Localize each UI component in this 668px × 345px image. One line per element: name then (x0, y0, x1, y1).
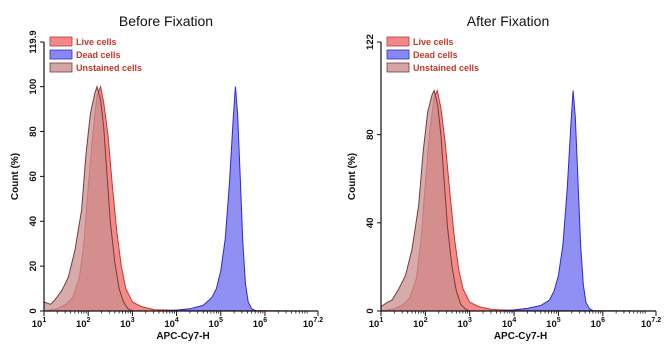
legend-swatch (387, 37, 409, 46)
x-tick-label: 104 (164, 317, 179, 330)
y-axis-label: Count (%) (10, 153, 21, 200)
x-tick-label: 105 (209, 317, 224, 330)
x-tick-label: 103 (120, 317, 135, 330)
x-axis-label: APC-Cy7-H (494, 331, 547, 342)
y-tick-label: 60 (28, 171, 39, 182)
legend-swatch (387, 63, 409, 72)
y-axis-label: Count (%) (347, 153, 358, 200)
x-tick-label: 101 (369, 317, 384, 330)
y-tick-label: 0 (365, 308, 376, 313)
x-tick-label: 107.2 (303, 317, 323, 330)
x-axis-label: APC-Cy7-H (156, 331, 209, 342)
legend-label: Dead cells (76, 50, 121, 60)
y-tick-label: 40 (28, 216, 39, 227)
legend-swatch (50, 50, 72, 59)
x-tick-label: 103 (457, 317, 472, 330)
x-tick-label: 102 (413, 317, 428, 330)
legend-swatch (387, 50, 409, 59)
x-tick-label: 105 (546, 317, 561, 330)
legend-label: Unstained cells (413, 63, 479, 73)
y-tick-label: 20 (28, 261, 39, 272)
y-tick-label: 40 (365, 218, 376, 229)
y-tick-label: 100 (28, 79, 39, 95)
y-tick-label: 80 (28, 126, 39, 137)
x-tick-label: 102 (76, 317, 91, 330)
x-tick-label: 101 (32, 317, 47, 330)
y-tick-label: 0 (28, 308, 39, 313)
legend-label: Unstained cells (76, 63, 142, 73)
x-tick-label: 106 (253, 317, 268, 330)
series-area-unstained-cells (381, 91, 656, 312)
chart-panel-2: After Fixation 0 40 80 122 101 102 103 104 105 106… (347, 13, 661, 342)
y-tick-label: 119.9 (28, 30, 39, 53)
series-area-unstained-cells (44, 87, 318, 311)
x-tick-label: 104 (502, 317, 517, 330)
x-tick-label: 107.2 (641, 317, 661, 330)
legend: Live cells Dead cells Unstained cells (387, 37, 479, 73)
legend-label: Live cells (413, 37, 454, 47)
legend-swatch (50, 37, 72, 46)
x-tick-label: 106 (591, 317, 606, 330)
legend: Live cells Dead cells Unstained cells (50, 37, 142, 73)
legend-label: Live cells (76, 37, 117, 47)
y-tick-label: 80 (365, 129, 376, 140)
legend-swatch (50, 63, 72, 72)
chart-title: After Fixation (467, 13, 549, 29)
y-tick-label: 122 (365, 34, 376, 50)
legend-label: Dead cells (413, 50, 458, 60)
chart-panel-1: Before Fixation 0 20 40 60 80 100 119.9 101 102 10… (10, 13, 323, 342)
chart-title: Before Fixation (119, 13, 213, 29)
